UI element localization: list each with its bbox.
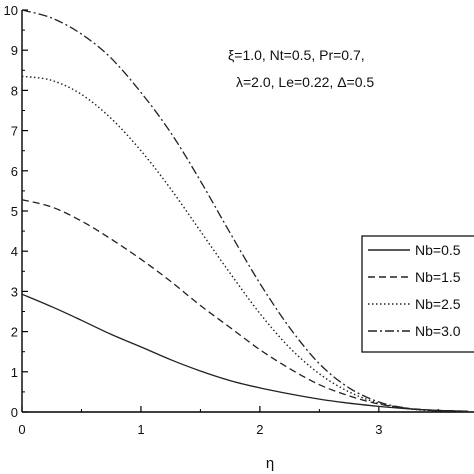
legend-box [361,235,474,353]
x-tick-label: 3 [375,422,382,437]
y-tick-label: 6 [11,164,18,179]
legend-label: Nb=0.5 [415,242,461,258]
y-tick-label: 3 [11,284,18,299]
legend-label: Nb=3.0 [415,323,461,339]
y-tick-label: 7 [11,124,18,139]
x-tick-label: 1 [137,422,144,437]
y-tick-label: 2 [11,325,18,340]
legend-label: Nb=1.5 [415,269,461,285]
y-tick-label: 4 [11,244,18,259]
y-tick-label: 9 [11,43,18,58]
annotation-line-1: ξ=1.0, Nt=0.5, Pr=0.7, [228,47,365,63]
series-line-4 [21,9,469,413]
y-tick-label: 10 [4,3,18,18]
series-line-2 [21,199,469,412]
series-line-3 [21,75,469,413]
legend-label: Nb=2.5 [415,296,461,312]
series-lines [21,9,469,413]
y-tick-label: 8 [11,83,18,98]
annotation-line-2: λ=2.0, Le=0.22, Δ=0.5 [236,74,374,90]
x-tick-label: 2 [256,422,263,437]
ticks: 0 1 2 3 4 5 6 7 8 9 10 0 1 2 3 [4,3,439,437]
y-tick-label: 5 [11,204,18,219]
y-tick-label: 0 [11,405,18,420]
x-tick-label: 0 [18,422,25,437]
series-line-1 [21,293,469,412]
x-axis-label: η [266,455,274,472]
y-tick-label: 1 [11,365,18,380]
legend: Nb=0.5 Nb=1.5 Nb=2.5 Nb=3.0 [361,235,474,353]
